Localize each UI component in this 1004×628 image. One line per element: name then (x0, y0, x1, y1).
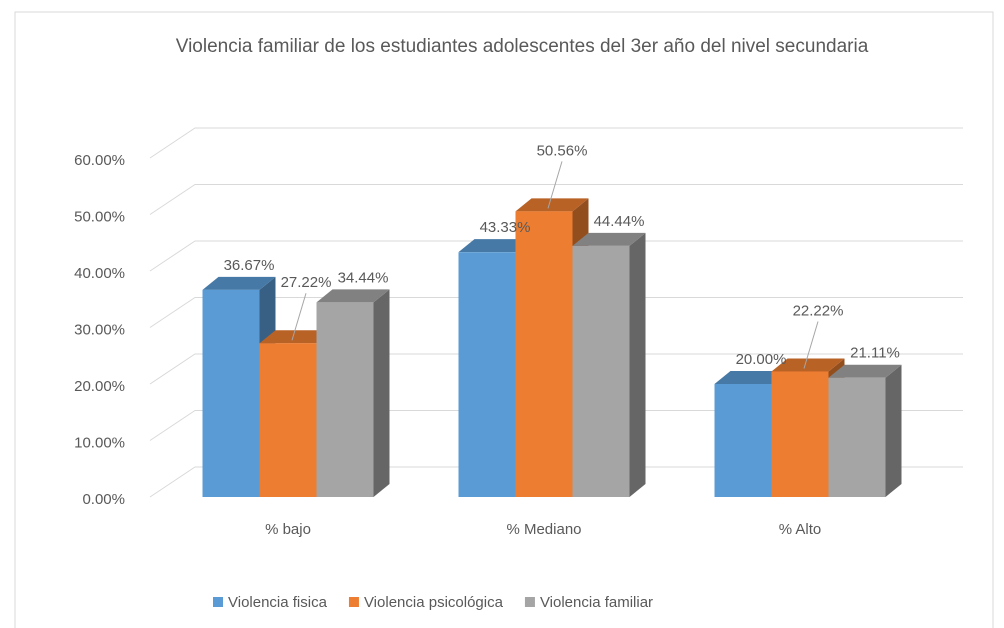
y-tick-label: 50.00% (74, 208, 125, 225)
leader-line (547, 161, 563, 209)
bar-front (515, 211, 573, 497)
grid-line (149, 466, 963, 498)
bar-side (885, 364, 902, 497)
bar-side (629, 232, 646, 497)
bar-front (259, 343, 317, 497)
grid-line (149, 127, 963, 159)
bar-top (771, 358, 845, 372)
x-tick-label: % Alto (779, 521, 822, 538)
grid-line (149, 184, 963, 215)
data-label: 34.44% (338, 269, 389, 286)
y-tick-label: 20.00% (74, 378, 125, 395)
bar-front (771, 371, 829, 497)
leader-line (803, 321, 819, 369)
bar (572, 232, 646, 497)
bar-front (316, 302, 374, 497)
bar (828, 364, 902, 497)
bar (202, 276, 276, 497)
grid-line (149, 353, 963, 385)
data-label: 36.67% (224, 257, 275, 274)
data-label: 44.44% (594, 213, 645, 230)
legend-swatch (524, 597, 535, 607)
legend-label: Violencia familiar (540, 594, 653, 611)
bar-top (828, 364, 902, 378)
legend-label: Violencia psicológica (364, 594, 504, 611)
bar-top (202, 276, 276, 290)
x-tick-label: % Mediano (506, 521, 581, 538)
y-tick-label: 60.00% (74, 152, 125, 169)
data-label: 27.22% (281, 274, 332, 291)
y-tick-label: 0.00% (82, 491, 125, 508)
bar-top (572, 232, 646, 246)
chart-title: Violencia familiar de los estudiantes ad… (175, 36, 869, 57)
chart-frame (14, 11, 994, 628)
bar-front (202, 289, 260, 497)
grid-line (149, 240, 963, 272)
x-tick-label: % bajo (265, 521, 311, 538)
bar-top (259, 330, 333, 344)
leader-line (291, 293, 307, 341)
bar-top (316, 289, 390, 303)
grid-line (149, 410, 963, 441)
bar-top (458, 239, 532, 253)
data-label: 50.56% (537, 142, 588, 159)
bar-front (828, 377, 886, 497)
bar-top (515, 198, 589, 212)
bar (316, 289, 390, 497)
bar-front (458, 252, 516, 497)
bar-front (572, 245, 630, 497)
data-label: 22.22% (793, 302, 844, 319)
legend-swatch (348, 597, 359, 607)
legend-swatch (213, 597, 223, 607)
y-tick-label: 30.00% (74, 321, 125, 338)
data-label: 20.00% (736, 351, 787, 368)
data-label: 21.11% (850, 345, 900, 362)
y-tick-label: 10.00% (74, 434, 125, 451)
bar-top (714, 371, 788, 384)
y-tick-label: 40.00% (74, 265, 125, 282)
bar-front (714, 384, 772, 497)
data-label: 43.33% (480, 219, 531, 236)
bar-side (373, 289, 390, 497)
legend-label: Violencia fisica (228, 594, 328, 611)
grid-line (149, 297, 963, 328)
